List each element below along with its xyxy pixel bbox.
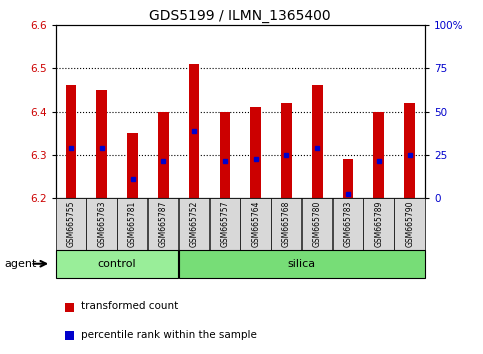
Bar	[66, 85, 76, 198]
Text: agent: agent	[5, 259, 37, 269]
Bar	[342, 159, 354, 198]
Text: GSM665781: GSM665781	[128, 201, 137, 247]
Text: GSM665752: GSM665752	[190, 201, 199, 247]
Text: GSM665768: GSM665768	[282, 201, 291, 247]
Bar	[96, 90, 107, 198]
Text: GSM665780: GSM665780	[313, 201, 322, 247]
Text: GDS5199 / ILMN_1365400: GDS5199 / ILMN_1365400	[149, 9, 331, 23]
Bar	[281, 103, 292, 198]
Text: GSM665783: GSM665783	[343, 201, 353, 247]
Text: GSM665755: GSM665755	[67, 201, 75, 247]
Bar	[189, 64, 199, 198]
Bar	[158, 112, 169, 198]
Text: silica: silica	[288, 259, 316, 269]
Bar	[373, 112, 384, 198]
Text: GSM665787: GSM665787	[159, 201, 168, 247]
Text: percentile rank within the sample: percentile rank within the sample	[81, 330, 257, 339]
Text: GSM665763: GSM665763	[97, 201, 106, 247]
Text: GSM665757: GSM665757	[220, 201, 229, 247]
Text: GSM665764: GSM665764	[251, 201, 260, 247]
Bar	[219, 112, 230, 198]
Bar	[250, 107, 261, 198]
Text: transformed count: transformed count	[81, 301, 178, 311]
Bar	[404, 103, 415, 198]
Bar	[127, 133, 138, 198]
Bar	[312, 85, 323, 198]
Text: control: control	[98, 259, 136, 269]
Text: GSM665789: GSM665789	[374, 201, 384, 247]
Text: GSM665790: GSM665790	[405, 201, 414, 247]
